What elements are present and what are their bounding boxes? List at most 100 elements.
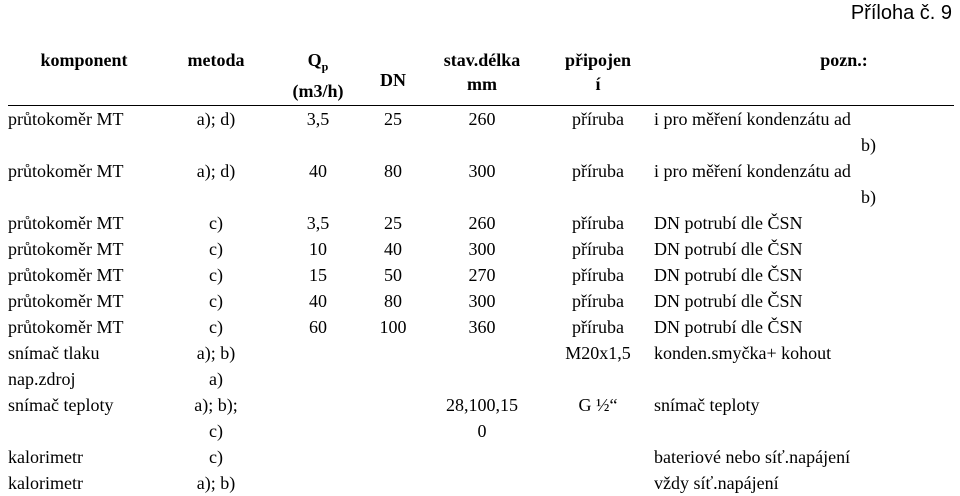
cell-metoda: c): [209, 316, 223, 337]
cell-komponent: kalorimetr: [8, 472, 83, 493]
cell-pozn: DN potrubí dle ČSN: [654, 264, 803, 285]
table-row: průtokoměr MT c) 60 100 360 příruba DN potrubí…: [8, 314, 954, 340]
cell-pozn: snímač teploty: [654, 394, 760, 415]
cell-dn: 50: [384, 264, 402, 285]
cell-qp: [272, 470, 364, 496]
cell-delka: 260: [468, 212, 496, 233]
cell-dn: [364, 340, 422, 366]
cell-komponent: snímač teploty: [8, 394, 114, 415]
table-row: průtokoměr MT c) 15 50 270 příruba DN potrubí …: [8, 262, 954, 288]
cell-delka: 360: [468, 316, 496, 337]
cell-komponent: průtokoměr MT: [8, 290, 124, 311]
cell-pripojeni: G ½“: [578, 394, 618, 415]
cell-pripojeni: příruba: [572, 212, 624, 233]
cell-qp: [272, 340, 364, 366]
header-metoda: metoda: [187, 50, 245, 70]
cell-pozn: konden.smyčka+ kohout: [654, 342, 832, 363]
cell-dn: [364, 470, 422, 496]
table-row: průtokoměr MT a); d) 3,5 25 260 příruba i pro …: [8, 105, 954, 158]
header-komponent: komponent: [40, 50, 128, 70]
cell-komponent: průtokoměr MT: [8, 238, 124, 259]
header-qp: Qp (m3/h): [292, 50, 344, 101]
header-row: komponent metoda Qp (m3/h) DN stav.délka…: [8, 48, 954, 106]
cell-pripojeni: [542, 470, 654, 496]
cell-delka: 270: [468, 264, 496, 285]
cell-dn: 25: [384, 212, 402, 233]
cell-metoda: c): [209, 238, 223, 259]
cell-pozn: DN potrubí dle ČSN: [654, 238, 803, 259]
cell-metoda: a): [209, 368, 223, 389]
cell-pozn: DN potrubí dle ČSN: [654, 212, 803, 233]
header-dn: DN: [380, 70, 406, 91]
cell-pozn: i pro měření kondenzátu ad b): [654, 160, 876, 207]
cell-pozn: i pro měření kondenzátu ad b): [654, 108, 876, 155]
components-table: komponent metoda Qp (m3/h) DN stav.délka…: [8, 48, 954, 496]
cell-metoda: c): [209, 446, 223, 467]
table-row: průtokoměr MT c) 3,5 25 260 příruba DN potrubí…: [8, 210, 954, 236]
cell-dn: [364, 392, 422, 444]
cell-dn: 40: [384, 238, 402, 259]
cell-pripojeni: příruba: [572, 108, 624, 129]
cell-metoda: a); d): [196, 108, 236, 129]
cell-dn: 25: [384, 108, 402, 129]
cell-delka: [422, 340, 542, 366]
cell-qp: 10: [309, 238, 327, 259]
table-row: průtokoměr MT c) 40 80 300 příruba DN potrubí …: [8, 288, 954, 314]
cell-komponent: kalorimetr: [8, 446, 83, 467]
cell-komponent: nap.zdroj: [8, 368, 76, 389]
cell-dn: [364, 444, 422, 470]
cell-komponent: průtokoměr MT: [8, 212, 124, 233]
cell-pripojeni: [542, 444, 654, 470]
cell-dn: [364, 366, 422, 392]
table-row: kalorimetr c) bateriové nebo síť.napájení: [8, 444, 954, 470]
cell-pripojeni: příruba: [572, 290, 624, 311]
cell-pripojeni: příruba: [572, 316, 624, 337]
cell-delka: 300: [468, 290, 496, 311]
cell-delka: [422, 366, 542, 392]
cell-qp: 40: [309, 290, 327, 311]
header-stav-delka: stav.délka mm: [443, 50, 521, 94]
cell-pozn: [654, 366, 954, 392]
cell-metoda: c): [209, 212, 223, 233]
cell-delka: 300: [468, 160, 496, 181]
cell-delka: 300: [468, 238, 496, 259]
table-row: nap.zdroj a): [8, 366, 954, 392]
cell-pripojeni: příruba: [572, 264, 624, 285]
cell-qp: [272, 366, 364, 392]
cell-metoda: c): [209, 264, 223, 285]
cell-delka: 260: [468, 108, 496, 129]
cell-pripojeni: M20x1,5: [565, 342, 631, 363]
header-pripojeni: připojen í: [564, 50, 631, 94]
cell-dn: 80: [384, 160, 402, 181]
cell-dn: 80: [384, 290, 402, 311]
table-row: průtokoměr MT a); d) 40 80 300 příruba i pro m…: [8, 158, 954, 210]
table-row: průtokoměr MT c) 10 40 300 příruba DN potrubí …: [8, 236, 954, 262]
cell-metoda: a); d): [196, 160, 236, 181]
cell-delka: 28,100,15 0: [446, 394, 518, 441]
cell-pozn: DN potrubí dle ČSN: [654, 290, 803, 311]
cell-delka: [422, 444, 542, 470]
cell-pozn: vždy síť.napájení: [654, 472, 779, 493]
cell-dn: 100: [379, 316, 407, 337]
table-row: snímač tlaku a); b) M20x1,5 konden.smyčka+ …: [8, 340, 954, 366]
header-pozn: pozn.:: [820, 50, 868, 70]
cell-komponent: průtokoměr MT: [8, 264, 124, 285]
cell-qp: 60: [309, 316, 327, 337]
cell-qp: 40: [309, 160, 327, 181]
cell-qp: [272, 444, 364, 470]
cell-komponent: průtokoměr MT: [8, 108, 124, 129]
table-row: snímač teploty a); b); c) 28,100,15 0 G ½“ sní…: [8, 392, 954, 444]
cell-delka: [422, 470, 542, 496]
cell-qp: 3,5: [306, 108, 330, 129]
cell-qp: 15: [309, 264, 327, 285]
cell-metoda: a); b): [196, 342, 236, 363]
cell-komponent: průtokoměr MT: [8, 160, 124, 181]
cell-pripojeni: příruba: [572, 160, 624, 181]
cell-komponent: průtokoměr MT: [8, 316, 124, 337]
cell-metoda: c): [209, 290, 223, 311]
table-row: kalorimetr a); b) vždy síť.napájení: [8, 470, 954, 496]
cell-metoda: a); b): [196, 472, 236, 493]
cell-metoda: a); b); c): [194, 394, 238, 441]
cell-pripojeni: [542, 366, 654, 392]
cell-komponent: snímač tlaku: [8, 342, 100, 363]
